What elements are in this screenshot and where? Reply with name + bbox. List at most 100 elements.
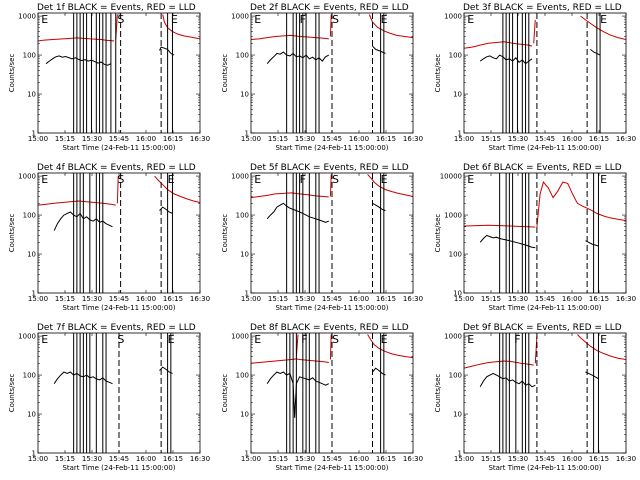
panel-3-y-tick-label: 100 [449,52,462,60]
panel-7-y-tick-label: 1 [32,450,36,458]
panel-8-y-tick-label: 100 [236,372,249,380]
panel-9-x-tick-label: 16:15 [589,455,609,463]
panel-1-marker-label: S [117,13,124,26]
panel-3-y-tick-label: 1 [458,130,462,138]
panel-3-lld-line [533,19,536,44]
panel-6: Det 6f BLACK = Events, RED = LLD Counts/s… [434,163,636,312]
panel-2-x-tick-label: 15:15 [268,135,288,143]
panel-3-x-tick-label: 15:00 [454,135,474,143]
panel-8-lld-line [251,358,329,364]
panel-4-plot-area [38,173,200,293]
panel-3-lld-line [464,41,533,49]
panel-9-y-tick-label: 1000 [444,333,462,341]
panel-2-y-tick-label: 10 [240,91,249,99]
panel-9-marker-label: E [467,333,474,346]
panel-9-title: Det 9f BLACK = Events, RED = LLD [463,323,622,333]
panel-7-frame [37,332,201,454]
panel-4-x-tick-label: 16:15 [163,295,183,303]
panel-1-title: Det 1f BLACK = Events, RED = LLD [37,3,196,13]
panel-7-y-tick-label: 1000 [18,333,36,341]
panel-1-events-line [45,55,112,66]
panel-9-y-axis-title: Counts/sec [434,374,442,413]
panel-2-y-tick-label: 1000 [231,13,249,21]
panel-5-x-tick-label: 15:15 [268,295,288,303]
panel-5-lld-line [251,192,329,199]
panel-8-y-tick-label: 1 [245,450,249,458]
panel-8-lld-line [329,334,332,360]
panel-8-frame [250,332,414,454]
panel-4-y-axis-title: Counts/sec [8,214,16,253]
panel-3-x-tick-label: 15:45 [535,135,555,143]
panel-9-y-tick-label: 100 [449,372,462,380]
panel-5-x-tick-label: 15:45 [322,295,342,303]
panel-2-x-tick-label: 15:00 [241,135,261,143]
panel-8-x-axis-title: Start Time (24-Feb-11 15:00:00) [275,464,388,472]
panel-9-y-tick-label: 1 [458,450,462,458]
panel-8-marker-label: F [301,333,307,346]
panel-9-marker-label: F [514,333,520,346]
panel-6-y-tick-label: 10000 [440,173,462,181]
panel-4-x-tick-label: 15:00 [28,295,48,303]
panel-2-x-axis-title: Start Time (24-Feb-11 15:00:00) [275,144,388,152]
panel-5-y-tick-label: 100 [236,212,249,220]
panel-3-title: Det 3f BLACK = Events, RED = LLD [463,3,622,13]
panel-5-marker-label: S [332,173,339,186]
panel-6-y-tick-label: 1000 [444,212,462,220]
panel-7-y-tick-label: 10 [27,411,36,419]
panel-9-x-tick-label: 15:15 [481,455,501,463]
panel-9-events-line [585,371,599,380]
panel-6-events-line [479,234,536,249]
panel-8-marker-label: E [254,333,261,346]
panel-5-lld-line [329,174,332,197]
panel-6-marker-label: E [600,173,607,186]
panel-2-events-line [372,45,386,54]
panel-2-y-tick-label: 100 [236,52,249,60]
panel-8-events-line [372,367,386,376]
panel-4-x-tick-label: 15:15 [55,295,75,303]
panel-6-y-tick-label: 10 [453,290,462,298]
panel-5-x-tick-label: 16:15 [376,295,396,303]
panel-6-x-axis-title: Start Time (24-Feb-11 15:00:00) [488,304,601,312]
panel-9-x-tick-label: 16:30 [616,455,636,463]
panel-6-y-tick-label: 100 [449,251,462,259]
panel-5-events-line [266,202,329,223]
panel-5-events-line [372,202,386,212]
panel-5-y-tick-label: 10 [240,251,249,259]
panel-5-x-tick-label: 16:00 [349,295,369,303]
panel-5-marker-label: F [300,173,306,186]
panel-3-x-tick-label: 15:30 [508,135,528,143]
panel-3-x-tick-label: 15:15 [481,135,501,143]
panel-5-y-tick-label: 1 [245,290,249,298]
panel-1-y-tick-label: 10 [27,91,36,99]
panel-5-x-tick-label: 15:00 [241,295,261,303]
panel-1: Det 1f BLACK = Events, RED = LLD Counts/s… [8,3,210,152]
panel-1-frame [37,12,201,134]
panel-2-marker-label: E [381,13,388,26]
panel-7-marker-label: S [117,333,124,346]
panel-1-y-tick-label: 1 [32,130,36,138]
panel-4-frame [37,172,201,294]
panel-5-x-tick-label: 16:30 [403,295,423,303]
panel-7-events-line [159,366,173,374]
panel-9-frame [463,332,627,454]
panel-5-x-tick-label: 15:30 [295,295,315,303]
panel-8: Det 8f BLACK = Events, RED = LLD Counts/s… [221,323,423,472]
panel-8-y-tick-label: 1000 [231,333,249,341]
panel-4-x-tick-label: 16:30 [190,295,210,303]
panel-5-x-axis-title: Start Time (24-Feb-11 15:00:00) [275,304,388,312]
panel-4: Det 4f BLACK = Events, RED = LLD Counts/s… [8,163,210,312]
panel-4-y-tick-label: 10 [27,251,36,259]
panel-7-x-tick-label: 15:00 [28,455,48,463]
panel-1-x-tick-label: 15:15 [55,135,75,143]
panel-6-x-tick-label: 16:30 [616,295,636,303]
panel-7-plot-area [53,333,173,453]
panel-1-y-axis-title: Counts/sec [8,54,16,93]
panel-2-frame [250,12,414,134]
panel-7-y-axis-title: Counts/sec [8,374,16,413]
panel-3-y-tick-label: 10 [453,91,462,99]
panel-7-x-tick-label: 16:15 [163,455,183,463]
panel-9-lld-line [464,360,534,369]
panel-1-marker-label: E [41,13,48,26]
panel-7-x-tick-label: 15:30 [82,455,102,463]
